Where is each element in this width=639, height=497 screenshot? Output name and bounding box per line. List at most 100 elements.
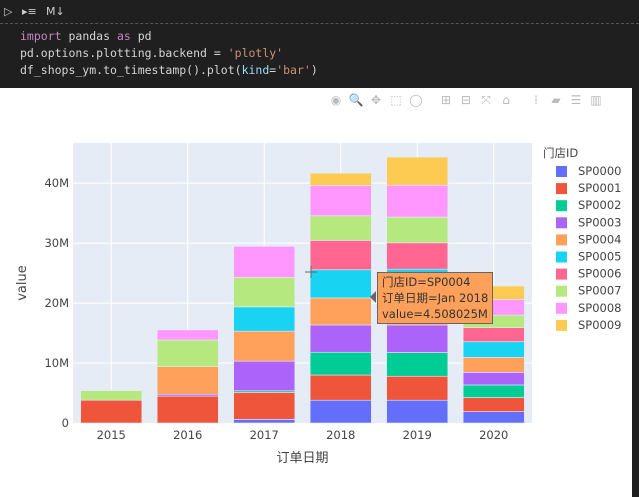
- divider: [0, 23, 639, 24]
- legend-item[interactable]: SP0003: [556, 215, 622, 229]
- bar-segment-SP0001: [80, 399, 143, 424]
- bar-segment-SP0001: [233, 392, 296, 420]
- code-line: pd.options.plotting.backend = 'plotly': [20, 46, 284, 60]
- legend-title: 门店ID: [543, 146, 578, 160]
- reset-axes-icon[interactable]: ⌂: [502, 93, 510, 107]
- y-tick-label: 30M: [44, 236, 69, 250]
- legend-label: SP0002: [578, 198, 622, 212]
- bar-segment-SP0000: [462, 411, 525, 424]
- spike-lines-icon[interactable]: ⁞: [534, 93, 538, 107]
- legend-item[interactable]: SP0001: [556, 181, 622, 195]
- legend-label: SP0007: [578, 284, 622, 298]
- legend-label: SP0008: [578, 301, 622, 315]
- bar-segment-SP0000: [233, 419, 296, 424]
- bar-segment-SP0003: [462, 372, 525, 386]
- markdown-toggle[interactable]: M↓: [46, 5, 65, 18]
- x-axis-title: 订单日期: [276, 451, 328, 466]
- bar-segment-SP0004: [156, 366, 219, 395]
- hover-compare-icon[interactable]: ☰: [570, 93, 582, 107]
- bar-segment-SP0005: [309, 269, 372, 299]
- lasso-icon[interactable]: ◯: [409, 93, 423, 107]
- legend-swatch: [556, 285, 567, 297]
- y-tick-label: 0: [62, 416, 69, 430]
- bar-segment-SP0004: [233, 330, 296, 362]
- bar-segment-SP0001: [309, 374, 372, 401]
- legend-label: SP0006: [578, 267, 622, 281]
- legend-label: SP0001: [578, 181, 622, 195]
- zoom-icon[interactable]: 🔍: [348, 93, 364, 107]
- legend-swatch: [556, 234, 567, 246]
- bar-segment-SP0008: [233, 246, 296, 278]
- hover-tooltip: 门店ID=SP0004 订单日期=Jan 2018 value=4.508025…: [369, 272, 494, 324]
- legend-swatch: [556, 200, 567, 212]
- bar-segment-SP0007: [309, 215, 372, 241]
- bar-segment-SP0004: [309, 297, 372, 326]
- code-line: df_shops_ym.to_timestamp().plot(kind='ba…: [20, 63, 318, 77]
- legend-swatch: [556, 268, 567, 280]
- x-tick-label: 2016: [173, 428, 202, 442]
- zoom-in-icon[interactable]: ⊞: [440, 93, 452, 107]
- hover-closest-icon[interactable]: ▰: [551, 93, 561, 107]
- legend-item[interactable]: SP0006: [556, 267, 622, 281]
- x-tick-label: 2017: [250, 428, 279, 442]
- bar-segment-SP0008: [309, 185, 372, 217]
- x-tick-label: 2015: [97, 428, 126, 442]
- camera-icon[interactable]: ◉: [330, 93, 342, 107]
- bar-segment-SP0001: [462, 397, 525, 412]
- legend-swatch: [556, 302, 567, 314]
- y-tick-label: 40M: [44, 176, 69, 190]
- code-line: import pandas as pd: [20, 29, 152, 43]
- legend-item[interactable]: SP0000: [556, 164, 622, 178]
- bar-segment-SP0000: [386, 399, 449, 424]
- plotly-logo-icon[interactable]: ▥: [590, 93, 602, 107]
- x-tick-label: 2020: [479, 428, 508, 442]
- bar-segment-SP0008: [156, 329, 219, 341]
- y-tick-label: 10M: [44, 356, 69, 370]
- bar-segment-SP0009: [386, 156, 449, 186]
- legend-item[interactable]: SP0005: [556, 250, 622, 264]
- bar-segment-SP0007: [233, 277, 296, 308]
- bar-segment-SP0007: [386, 216, 449, 244]
- bar-segment-SP0003: [386, 324, 449, 353]
- legend-item[interactable]: SP0004: [556, 232, 622, 246]
- zoom-out-icon[interactable]: ⊟: [460, 93, 472, 107]
- code-cell[interactable]: import pandas as pd pd.options.plotting.…: [20, 28, 318, 79]
- run-below-icon[interactable]: ▸≡: [22, 5, 37, 18]
- legend-swatch: [556, 166, 567, 177]
- legend-swatch: [556, 251, 567, 263]
- cell-toolbar: ▷ ▸≡ M↓: [0, 0, 639, 22]
- y-axis-title: value: [15, 265, 30, 301]
- bar-segment-SP0001: [386, 375, 449, 401]
- bar-segment-SP0002: [386, 352, 449, 377]
- legend-item[interactable]: SP0002: [556, 198, 622, 212]
- run-icon[interactable]: ▷: [4, 5, 13, 18]
- legend-item[interactable]: SP0007: [556, 284, 622, 298]
- bar-segment-SP0008: [386, 184, 449, 218]
- bar-segment-SP0006: [462, 327, 525, 343]
- bar-segment-SP0000: [309, 399, 372, 424]
- autoscale-icon[interactable]: ⤧: [481, 92, 491, 107]
- legend-item[interactable]: SP0009: [556, 318, 622, 332]
- bar-segment-SP0007: [156, 339, 219, 367]
- bar-segment-SP0002: [309, 351, 372, 376]
- pan-icon[interactable]: ✥: [370, 93, 382, 107]
- legend-swatch: [556, 217, 567, 229]
- bar-segment-SP0006: [309, 240, 372, 271]
- legend-item[interactable]: SP0008: [556, 301, 622, 315]
- legend-swatch: [556, 183, 567, 195]
- legend-label: SP0009: [578, 318, 622, 332]
- bar-segment-SP0002: [462, 384, 525, 398]
- y-tick-label: 20M: [44, 296, 69, 310]
- legend-label: SP0005: [578, 250, 622, 264]
- legend-label: SP0003: [578, 215, 622, 229]
- plotly-modebar: ◉ 🔍 ✥ ⬚ ◯ ⊞ ⊟ ⤧ ⌂ ⁞ ▰ ☰ ▥: [326, 92, 606, 108]
- bar-segment-SP0003: [309, 324, 372, 353]
- box-select-icon[interactable]: ⬚: [390, 93, 402, 107]
- bar-segment-SP0003: [233, 360, 296, 392]
- bar-segment-SP0007: [80, 390, 143, 401]
- x-tick-label: 2019: [403, 428, 432, 442]
- bar-segment-SP0009: [309, 172, 372, 186]
- x-tick-label: 2018: [326, 428, 355, 442]
- bar-segment-SP0005: [233, 306, 296, 332]
